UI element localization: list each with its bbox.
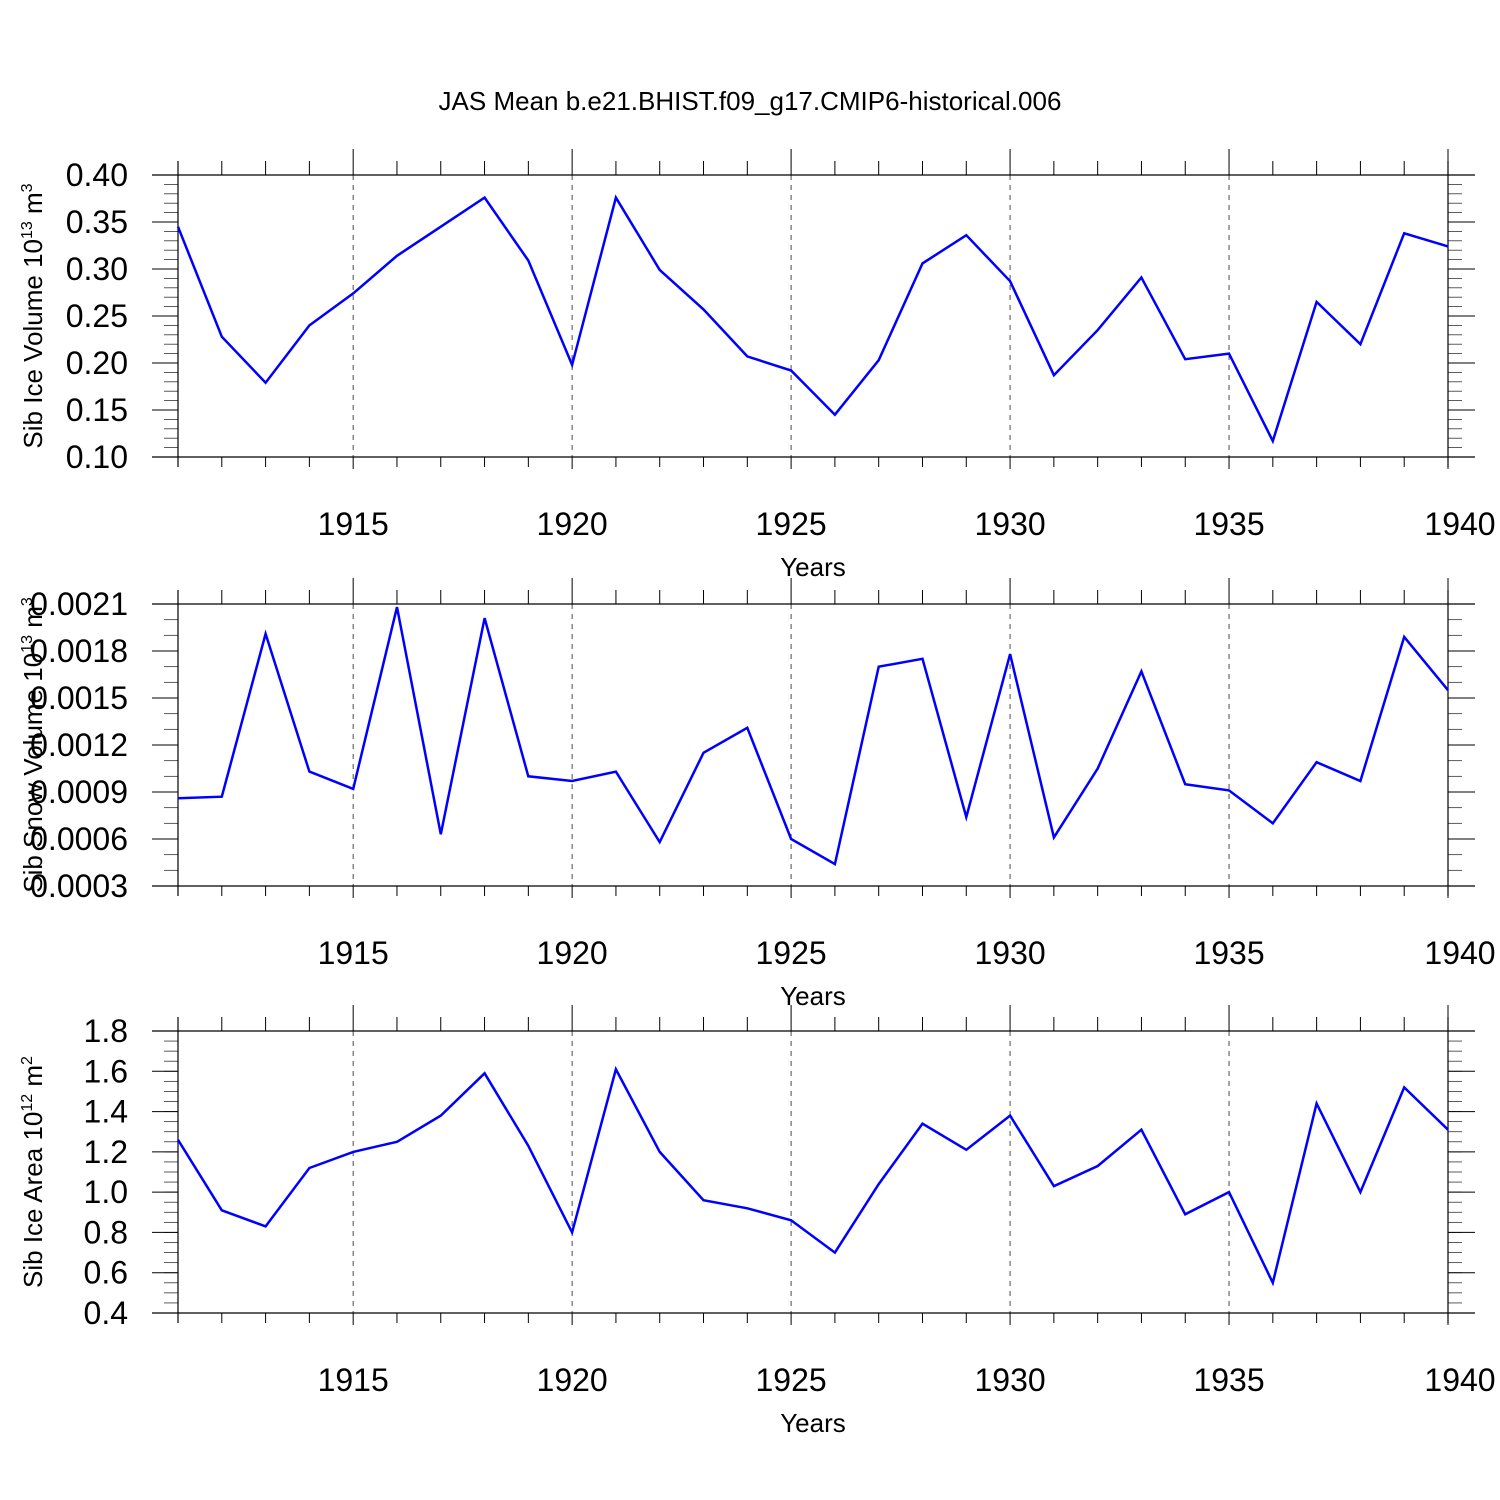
y-axis-label: Sib Ice Area 1012 m2 — [18, 1056, 48, 1288]
x-tick-label: 1935 — [1193, 935, 1264, 971]
x-tick-label: 1935 — [1193, 506, 1264, 542]
y-tick-label: 0.20 — [66, 345, 128, 381]
y-tick-label: 0.30 — [66, 251, 128, 287]
y-tick-label: 1.8 — [84, 1013, 128, 1049]
x-tick-label: 1915 — [318, 935, 389, 971]
y-tick-label: 0.0012 — [30, 727, 128, 763]
y-tick-label: 0.40 — [66, 157, 128, 193]
x-tick-label: 1940 — [1424, 935, 1495, 971]
series-line — [177, 606, 1449, 867]
y-tick-label: 0.0006 — [30, 821, 128, 857]
x-tick-label: 1935 — [1193, 1362, 1264, 1398]
y-tick-label: 1.4 — [84, 1094, 128, 1130]
y-tick-label: 0.4 — [84, 1295, 128, 1331]
y-tick-label: 1.2 — [84, 1134, 128, 1170]
x-tick-label: 1915 — [318, 1362, 389, 1398]
x-tick-label: 1920 — [537, 1362, 608, 1398]
chart-title: JAS Mean b.e21.BHIST.f09_g17.CMIP6-histo… — [439, 86, 1062, 116]
x-tick-label: 1920 — [537, 506, 608, 542]
series-line — [176, 194, 1449, 445]
x-tick-label: 1915 — [318, 506, 389, 542]
x-tick-label: 1930 — [974, 506, 1045, 542]
y-tick-label: 0.0018 — [30, 633, 128, 669]
x-tick-label: 1930 — [974, 935, 1045, 971]
panel-3: 1915 1920 1925 1930 1935 1940 0.4 0.6 0.8 1.0 1.2 1… — [18, 1005, 1496, 1438]
x-tick-label: 1925 — [756, 935, 827, 971]
y-tick-label: 0.25 — [66, 298, 128, 334]
x-tick-label: 1940 — [1424, 506, 1495, 542]
x-axis-label: Years — [780, 1408, 846, 1438]
y-tick-label: 0.15 — [66, 392, 128, 428]
x-axis-label: Years — [780, 552, 846, 582]
x-tick-label: 1925 — [756, 1362, 827, 1398]
y-axis-label: Sib Ice Volume 1013 m3 — [18, 183, 48, 448]
x-axis-label: Years — [780, 981, 846, 1011]
y-tick-label: 0.0009 — [30, 774, 128, 810]
panel-2: 1915 1920 1925 1930 1935 1940 0.0003 0.0006 0.00… — [18, 578, 1496, 1011]
y-tick-label: 1.0 — [84, 1174, 128, 1210]
y-tick-label: 0.6 — [84, 1255, 128, 1291]
x-tick-label: 1925 — [756, 506, 827, 542]
x-tick-label: 1940 — [1424, 1362, 1495, 1398]
y-tick-label: 0.0003 — [30, 868, 128, 904]
series-line — [176, 1065, 1449, 1287]
x-tick-label: 1930 — [974, 1362, 1045, 1398]
y-tick-label: 0.35 — [66, 204, 128, 240]
y-tick-label: 0.0015 — [30, 680, 128, 716]
y-axis-label: Sib Snow Volume 1013 m3 — [18, 597, 48, 893]
y-tick-label: 0.10 — [66, 439, 128, 475]
panel-1: 1915 1920 1925 1930 1935 1940 0.10 0.15 0.20 0.25… — [18, 149, 1496, 582]
y-tick-label: 1.6 — [84, 1053, 128, 1089]
x-tick-label: 1920 — [537, 935, 608, 971]
y-tick-label: 0.8 — [84, 1214, 128, 1250]
y-tick-label: 0.0021 — [30, 586, 128, 622]
